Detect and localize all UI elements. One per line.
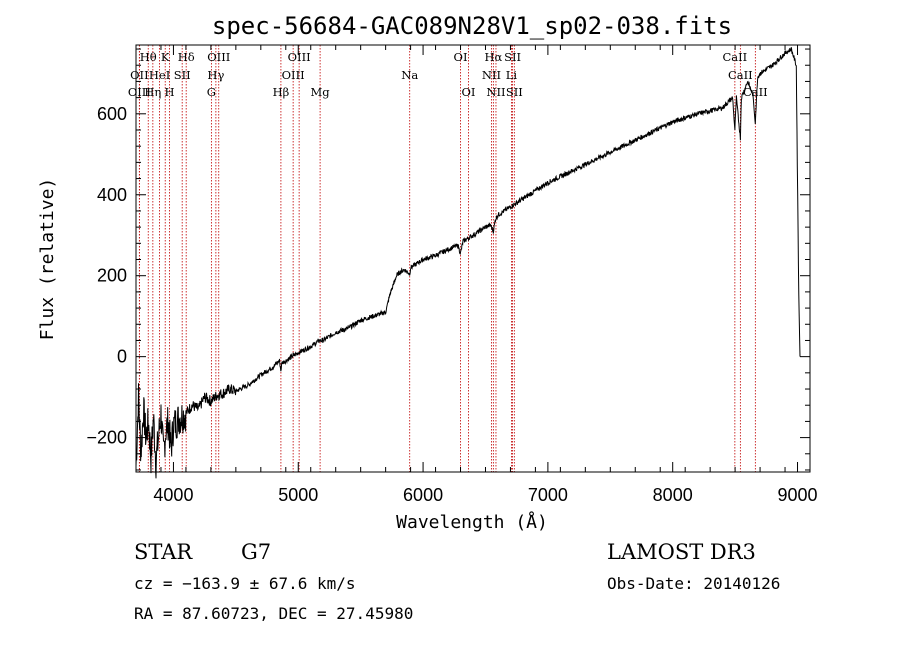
- y-tick-label: 600: [97, 104, 127, 124]
- x-tick-label: 9000: [777, 485, 817, 505]
- redshift-velocity: cz = −163.9 ± 67.6 km/s: [134, 574, 356, 593]
- spectral-line-label: OIII: [288, 50, 311, 64]
- spectral-line-markers: [138, 45, 756, 472]
- x-tick-label: 5000: [278, 485, 318, 505]
- chart-title: spec-56684-GAC089N28V1_sp02-038.fits: [212, 12, 732, 40]
- y-tick-label: 400: [97, 185, 127, 205]
- spectral-line-label: Na: [401, 68, 418, 82]
- survey-name: LAMOST DR3: [607, 540, 756, 564]
- y-tick-label: 200: [97, 266, 127, 286]
- x-tick-label: 8000: [653, 485, 693, 505]
- spectral-line-label: NII: [482, 68, 501, 82]
- x-tick-label: 7000: [528, 485, 568, 505]
- spectral-line-label: K: [161, 50, 170, 64]
- y-axis: −200 0 200 400 600: [86, 48, 810, 471]
- spectral-line-label: HeI: [149, 68, 170, 82]
- spectral-line-label: Hθ: [140, 50, 157, 64]
- spectral-line-label: Li: [506, 68, 518, 82]
- spectral-line-label: NII: [486, 85, 505, 99]
- spectral-line-label: Hδ: [178, 50, 195, 64]
- spectral-line-label: OII: [130, 68, 149, 82]
- spectral-line-label: CaII: [722, 50, 747, 64]
- object-class: STAR: [134, 540, 193, 564]
- spectral-line-label: OIII: [207, 50, 230, 64]
- spectral-line-label: Hβ: [273, 85, 290, 99]
- y-tick-label: 0: [117, 347, 127, 367]
- spectral-line-label: Hγ: [207, 68, 224, 82]
- coordinates: RA = 87.60723, DEC = 27.45980: [134, 604, 413, 623]
- spectral-line-label: G: [207, 85, 216, 99]
- x-tick-label: 6000: [403, 485, 443, 505]
- spectral-line-label: SII: [506, 85, 523, 99]
- y-axis-label: Flux (relative): [37, 178, 58, 341]
- y-tick-label: −200: [86, 428, 127, 448]
- spectral-line-label: Mg: [311, 85, 331, 99]
- spectral-line-label: OIII: [128, 85, 151, 99]
- observation-date: Obs-Date: 20140126: [607, 574, 780, 593]
- plot-frame: [135, 44, 811, 473]
- spectral-line-label: CaII: [728, 68, 753, 82]
- spectral-line-label: Hη: [144, 85, 161, 99]
- spectral-line-label: Hα: [484, 50, 502, 64]
- spectral-line-labels: Hθ OII OIII K HeI Hη Hδ SII H OIII Hγ G OIII OIII Hβ Mg…: [128, 50, 768, 99]
- spectral-line-label: CaII: [743, 85, 768, 99]
- x-axis-label: Wavelength (Å): [396, 511, 548, 533]
- spectral-line-label: H: [165, 85, 175, 99]
- x-axis: 4000 5000 6000 7000 8000 9000: [135, 45, 818, 505]
- spectral-line-label: OIII: [282, 68, 305, 82]
- spectral-line-label: OI: [454, 50, 468, 64]
- spectral-line-label: OI: [462, 85, 476, 99]
- spectral-line-label: SII: [504, 50, 521, 64]
- spectrum-line: [135, 47, 801, 479]
- spectral-line-label: SII: [174, 68, 191, 82]
- x-tick-label: 4000: [153, 485, 193, 505]
- spectral-subclass: G7: [241, 540, 271, 564]
